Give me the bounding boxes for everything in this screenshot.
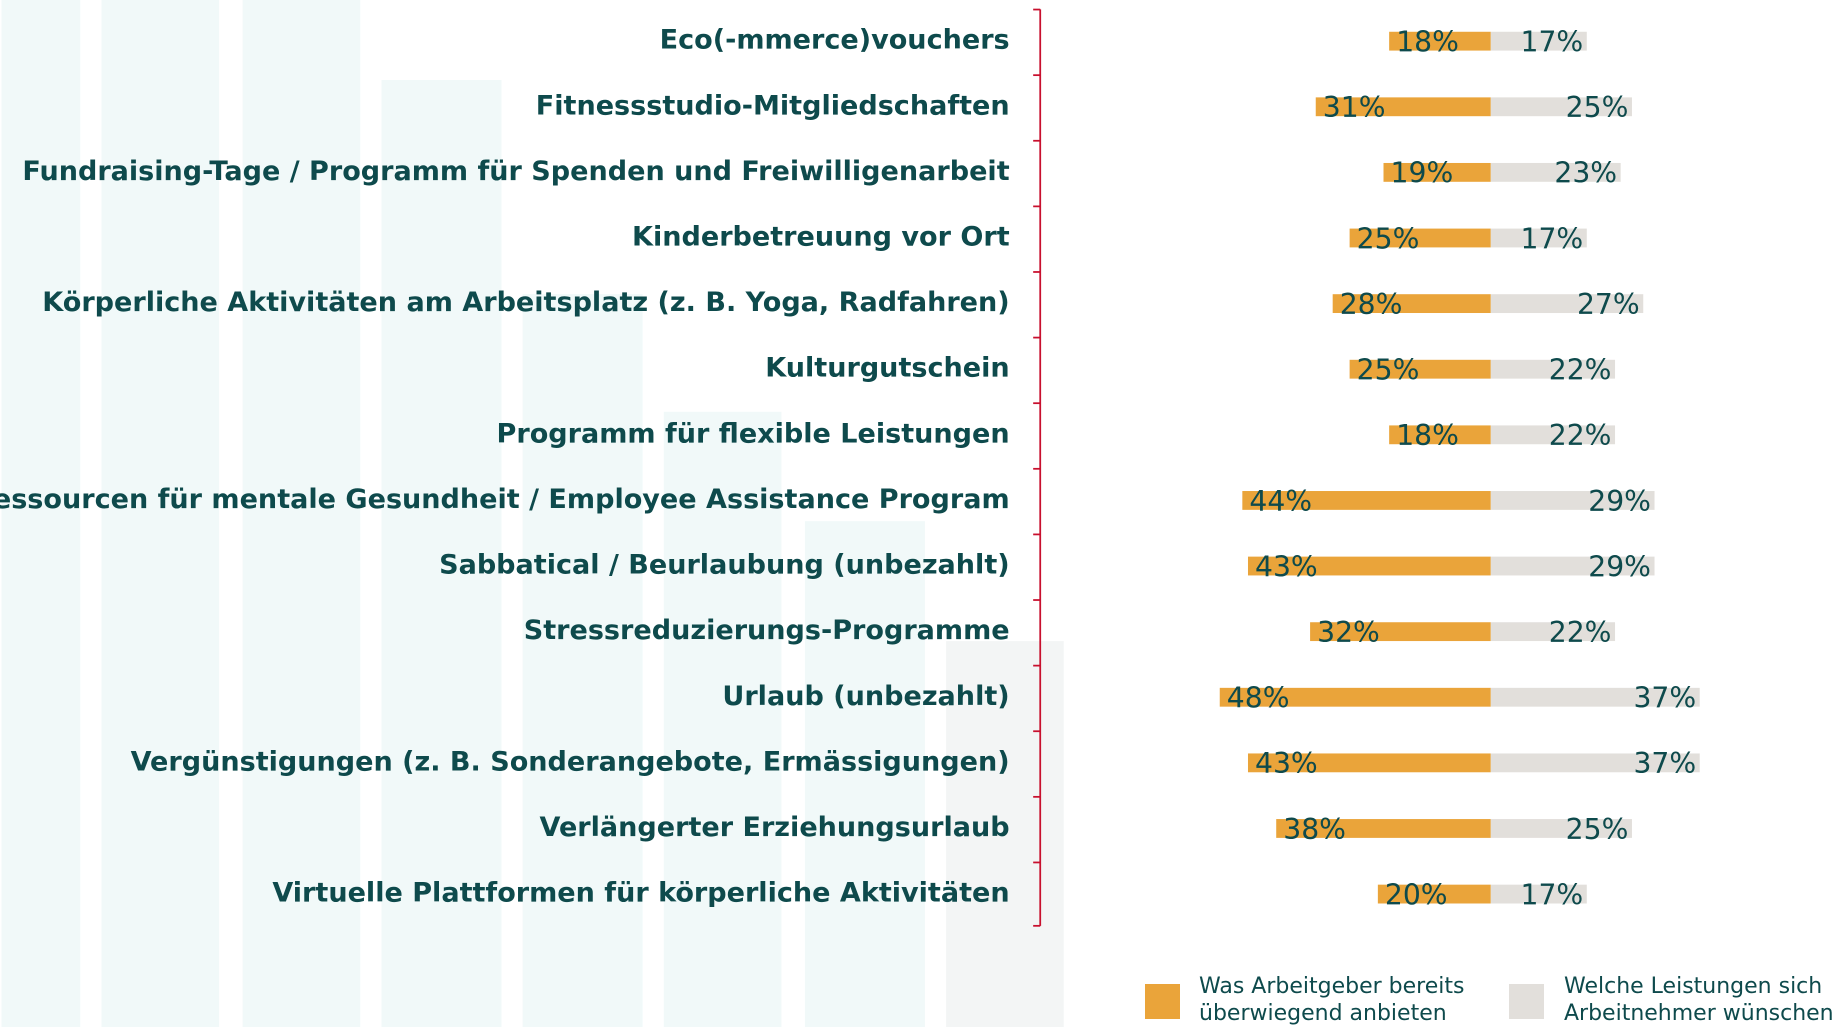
data-label: 25%	[1566, 813, 1629, 846]
category-label: Programm für flexible Leistungen	[497, 418, 1010, 449]
bar	[1490, 31, 1587, 51]
data-label: 18%	[1396, 419, 1459, 452]
data-label: 22%	[1549, 354, 1612, 387]
data-label: 37%	[1633, 747, 1696, 780]
bar	[1490, 491, 1655, 510]
background-decoration	[1, 0, 1064, 1027]
bar	[1490, 294, 1644, 314]
bar	[1490, 425, 1616, 445]
bar	[1490, 162, 1621, 182]
data-label: 25%	[1357, 354, 1420, 387]
legend-swatch	[1145, 984, 1180, 1019]
bar	[1490, 556, 1655, 576]
category-label: Urlaub (unbezahlt)	[722, 681, 1009, 712]
data-label: 32%	[1317, 616, 1380, 649]
data-label: 18%	[1396, 26, 1459, 59]
data-label: 43%	[1255, 747, 1318, 780]
bar	[1377, 884, 1491, 904]
category-label: Fitnessstudio-Mitgliedschaften	[536, 90, 1010, 121]
category-label: Sabbatical / Beurlaubung (unbezahlt)	[439, 550, 1010, 581]
data-label: 48%	[1227, 682, 1290, 715]
data-label: 22%	[1549, 419, 1612, 452]
category-label: Kinderbetreuung vor Ort	[632, 221, 1010, 252]
bar	[1490, 97, 1632, 117]
bar	[1490, 359, 1616, 379]
bar	[1219, 687, 1491, 707]
category-label: Körperliche Aktivitäten am Arbeitsplatz …	[42, 287, 1009, 318]
category-label: Vergünstigungen (z. B. Sonderangebote, E…	[131, 746, 1010, 777]
bar	[1490, 228, 1587, 248]
category-label: Ressourcen für mentale Gesundheit / Empl…	[0, 484, 1010, 515]
bar	[1247, 556, 1491, 576]
bar	[1490, 622, 1616, 642]
legend-label: Welche Leistungen sich Arbeitnehmer wüns…	[1564, 974, 1834, 1026]
data-label: 27%	[1577, 288, 1640, 321]
data-label: 22%	[1549, 616, 1612, 649]
data-label: 17%	[1521, 878, 1584, 911]
category-label: Virtuelle Plattformen für körperliche Ak…	[272, 878, 1009, 909]
data-label: 20%	[1385, 878, 1448, 911]
data-label: 29%	[1588, 550, 1651, 583]
category-label: Verlängerter Erziehungsurlaub	[540, 812, 1010, 843]
data-label: 25%	[1566, 91, 1629, 124]
data-label: 17%	[1521, 26, 1584, 59]
bar	[1242, 491, 1491, 510]
category-label: Eco(-mmerce)vouchers	[660, 25, 1010, 56]
bar	[1490, 819, 1632, 838]
data-label: 23%	[1554, 157, 1617, 190]
data-label: 43%	[1255, 550, 1318, 583]
data-label: 44%	[1249, 485, 1312, 518]
bar	[1332, 294, 1491, 314]
category-label: Kulturgutschein	[765, 353, 1009, 384]
data-label: 28%	[1340, 288, 1403, 321]
bar	[1315, 97, 1491, 117]
data-label: 17%	[1521, 222, 1584, 255]
data-label: 19%	[1391, 157, 1454, 190]
bar	[1490, 687, 1700, 707]
bar	[1349, 359, 1491, 379]
legend-label: Was Arbeitgeber bereits überwiegend anbi…	[1199, 974, 1465, 1026]
bar	[1490, 753, 1700, 773]
bar	[1383, 162, 1491, 182]
bar	[1389, 425, 1491, 445]
data-label: 29%	[1588, 485, 1651, 518]
data-label: 38%	[1283, 813, 1346, 846]
data-label: 37%	[1633, 682, 1696, 715]
data-label: 25%	[1357, 222, 1420, 255]
bar	[1310, 622, 1491, 642]
bar	[1276, 819, 1491, 838]
legend-swatch	[1509, 984, 1544, 1019]
bar	[1247, 753, 1491, 773]
bar	[1389, 31, 1491, 51]
bar	[1349, 228, 1491, 248]
category-label: Stressreduzierungs-Programme	[524, 615, 1010, 646]
bar	[1490, 884, 1587, 904]
data-label: 31%	[1323, 91, 1386, 124]
category-label: Fundraising-Tage / Programm für Spenden …	[22, 156, 1009, 187]
